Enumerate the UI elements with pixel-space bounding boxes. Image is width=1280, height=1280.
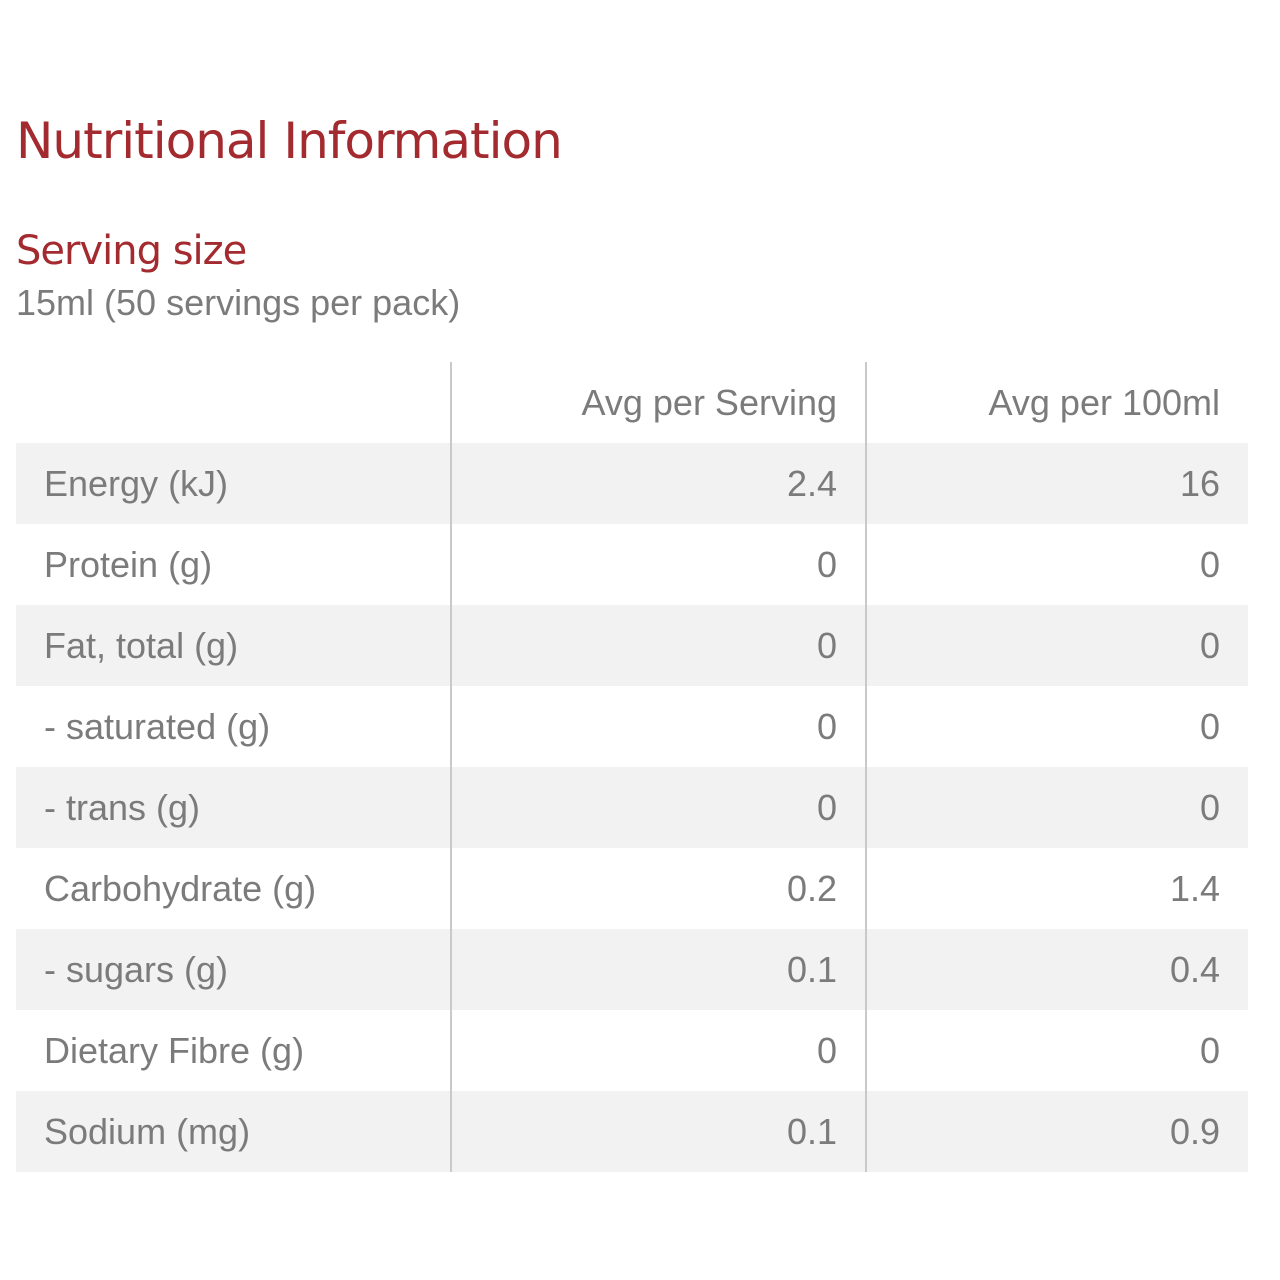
per-100ml-value: 0 <box>865 767 1248 848</box>
header-avg-per-serving: Avg per Serving <box>450 362 866 443</box>
nutrient-name: - trans (g) <box>16 767 451 848</box>
nutrient-name: Dietary Fibre (g) <box>16 1010 451 1091</box>
page-title: Nutritional Information <box>16 112 563 170</box>
serving-size-label: Serving size <box>16 228 247 274</box>
per-serving-value: 0 <box>450 1010 866 1091</box>
per-serving-value: 0 <box>450 686 866 767</box>
per-100ml-value: 0 <box>865 686 1248 767</box>
table-row: - sugars (g) 0.1 0.4 <box>16 929 1248 1010</box>
nutrient-name: Fat, total (g) <box>16 605 451 686</box>
nutrient-name: Energy (kJ) <box>16 443 451 524</box>
per-100ml-value: 0 <box>865 605 1248 686</box>
per-100ml-value: 0.9 <box>865 1091 1248 1172</box>
per-100ml-value: 0.4 <box>865 929 1248 1010</box>
per-serving-value: 0 <box>450 767 866 848</box>
table-header-row: Avg per Serving Avg per 100ml <box>16 362 1248 443</box>
table-row: Protein (g) 0 0 <box>16 524 1248 605</box>
table-row: - saturated (g) 0 0 <box>16 686 1248 767</box>
per-serving-value: 0.2 <box>450 848 866 929</box>
per-serving-value: 0 <box>450 524 866 605</box>
table-row: Energy (kJ) 2.4 16 <box>16 443 1248 524</box>
table-row: Carbohydrate (g) 0.2 1.4 <box>16 848 1248 929</box>
per-100ml-value: 0 <box>865 524 1248 605</box>
per-serving-value: 0.1 <box>450 1091 866 1172</box>
header-avg-per-100ml: Avg per 100ml <box>865 362 1248 443</box>
table-row: Fat, total (g) 0 0 <box>16 605 1248 686</box>
per-100ml-value: 1.4 <box>865 848 1248 929</box>
nutrient-name: Sodium (mg) <box>16 1091 451 1172</box>
nutrition-table: Avg per Serving Avg per 100ml Energy (kJ… <box>16 362 1248 1172</box>
per-serving-value: 0.1 <box>450 929 866 1010</box>
nutrient-name: - sugars (g) <box>16 929 451 1010</box>
per-100ml-value: 0 <box>865 1010 1248 1091</box>
per-serving-value: 2.4 <box>450 443 866 524</box>
per-serving-value: 0 <box>450 605 866 686</box>
table-row: Sodium (mg) 0.1 0.9 <box>16 1091 1248 1172</box>
nutrient-name: - saturated (g) <box>16 686 451 767</box>
serving-size-value: 15ml (50 servings per pack) <box>16 282 461 323</box>
per-100ml-value: 16 <box>865 443 1248 524</box>
nutrient-name: Protein (g) <box>16 524 451 605</box>
table-row: Dietary Fibre (g) 0 0 <box>16 1010 1248 1091</box>
table-row: - trans (g) 0 0 <box>16 767 1248 848</box>
nutrient-name: Carbohydrate (g) <box>16 848 451 929</box>
header-nutrient <box>16 362 451 443</box>
